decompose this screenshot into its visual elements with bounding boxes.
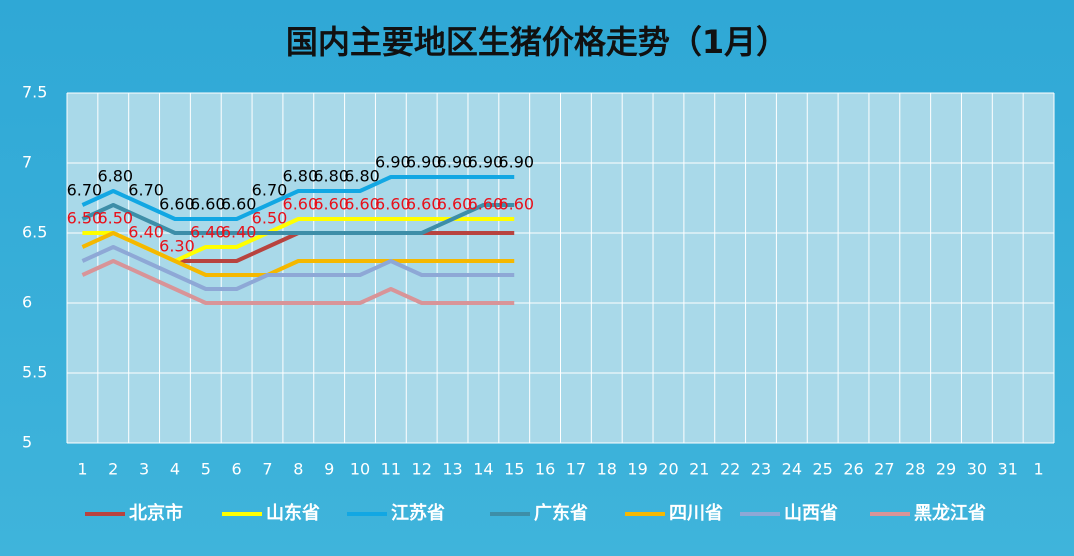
x-tick-label: 29: [936, 460, 956, 479]
x-tick-label: 20: [658, 460, 678, 479]
data-label: 6.90: [375, 153, 411, 172]
x-tick-label: 10: [350, 460, 370, 479]
data-label: 6.60: [468, 195, 504, 214]
data-label: 6.60: [344, 195, 380, 214]
data-label: 6.90: [437, 153, 473, 172]
data-label: 6.60: [221, 195, 257, 214]
x-tick-label: 9: [324, 460, 334, 479]
data-label: 6.80: [97, 167, 133, 186]
data-label: 6.80: [283, 167, 319, 186]
y-tick-label: 7.5: [22, 83, 47, 102]
legend-label: 山西省: [784, 502, 838, 524]
legend-label: 黑龙江省: [914, 502, 986, 524]
data-label: 6.70: [252, 181, 288, 200]
data-label: 6.60: [498, 195, 534, 214]
data-label: 6.60: [313, 195, 349, 214]
y-tick-label: 6: [22, 293, 32, 312]
x-tick-label: 26: [843, 460, 863, 479]
series-line: [81, 259, 515, 305]
series-line: [81, 245, 515, 291]
legend-label: 广东省: [534, 502, 588, 524]
x-tick-label: 6: [232, 460, 242, 479]
x-tick-label: 4: [170, 460, 180, 479]
x-tick-label: 3: [139, 460, 149, 479]
data-label: 6.70: [128, 181, 164, 200]
y-tick-label: 7: [22, 153, 32, 172]
x-tick-label: 1: [77, 460, 87, 479]
data-label: 6.60: [437, 195, 473, 214]
data-label: 6.90: [468, 153, 504, 172]
data-label: 6.90: [498, 153, 534, 172]
x-tick-label: 7: [262, 460, 272, 479]
x-tick-label: 24: [782, 460, 802, 479]
x-tick-label: 16: [535, 460, 555, 479]
data-label: 6.50: [97, 209, 133, 228]
data-label: 6.30: [159, 237, 195, 256]
data-label: 6.60: [159, 195, 195, 214]
series-line: [81, 203, 515, 235]
data-label: 6.50: [252, 209, 288, 228]
y-tick-label: 5.5: [22, 363, 47, 382]
x-tick-label: 13: [442, 460, 462, 479]
series-line: [81, 231, 515, 277]
y-tick-label: 6.5: [22, 223, 47, 242]
x-tick-label: 22: [720, 460, 740, 479]
legend-label: 四川省: [669, 502, 723, 524]
legend-label: 江苏省: [391, 502, 445, 524]
legend-label: 山东省: [266, 502, 320, 524]
data-label: 6.40: [221, 223, 257, 242]
series-line: [81, 175, 515, 221]
data-label: 6.80: [344, 167, 380, 186]
data-label: 6.40: [128, 223, 164, 242]
x-tick-label: 23: [751, 460, 771, 479]
x-tick-label: 8: [293, 460, 303, 479]
x-tick-label: 11: [381, 460, 401, 479]
x-tick-label: 5: [201, 460, 211, 479]
x-tick-label: 2: [108, 460, 118, 479]
data-label: 6.60: [406, 195, 442, 214]
data-label: 6.60: [283, 195, 319, 214]
data-label: 6.60: [375, 195, 411, 214]
x-tick-label: 14: [473, 460, 493, 479]
x-tick-label: 31: [998, 460, 1018, 479]
x-tick-label: 28: [905, 460, 925, 479]
data-label: 6.80: [313, 167, 349, 186]
data-label: 6.90: [406, 153, 442, 172]
x-tick-label: 18: [597, 460, 617, 479]
x-tick-label: 15: [504, 460, 524, 479]
x-tick-label: 25: [812, 460, 832, 479]
x-tick-label: 27: [874, 460, 894, 479]
data-label: 6.50: [67, 209, 103, 228]
chart-title: 国内主要地区生猪价格走势（1月）: [286, 23, 788, 61]
legend-label: 北京市: [129, 502, 183, 524]
y-tick-label: 5: [22, 433, 32, 452]
data-label: 6.40: [190, 223, 226, 242]
x-tick-label: 30: [967, 460, 987, 479]
x-tick-label: 21: [689, 460, 709, 479]
x-tick-label: 17: [566, 460, 586, 479]
data-label: 6.70: [67, 181, 103, 200]
x-tick-label: 1: [1033, 460, 1043, 479]
data-label: 6.60: [190, 195, 226, 214]
x-tick-label: 19: [627, 460, 647, 479]
x-tick-label: 12: [412, 460, 432, 479]
